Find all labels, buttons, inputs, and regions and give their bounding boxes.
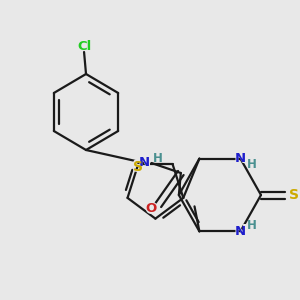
Text: N: N — [234, 151, 247, 166]
Text: Cl: Cl — [75, 38, 93, 53]
Text: N: N — [138, 155, 152, 170]
Text: N: N — [139, 157, 150, 169]
Text: S: S — [288, 186, 300, 204]
Text: O: O — [144, 202, 157, 217]
Text: N: N — [235, 225, 246, 238]
Text: H: H — [152, 152, 162, 164]
Text: N: N — [235, 152, 246, 165]
Text: O: O — [145, 202, 156, 215]
Text: N: N — [234, 224, 247, 239]
Text: Cl: Cl — [77, 40, 91, 52]
Text: H: H — [247, 219, 257, 232]
Text: S: S — [289, 188, 299, 202]
Text: H: H — [247, 158, 257, 171]
Text: S: S — [133, 160, 143, 174]
Text: S: S — [132, 158, 144, 176]
